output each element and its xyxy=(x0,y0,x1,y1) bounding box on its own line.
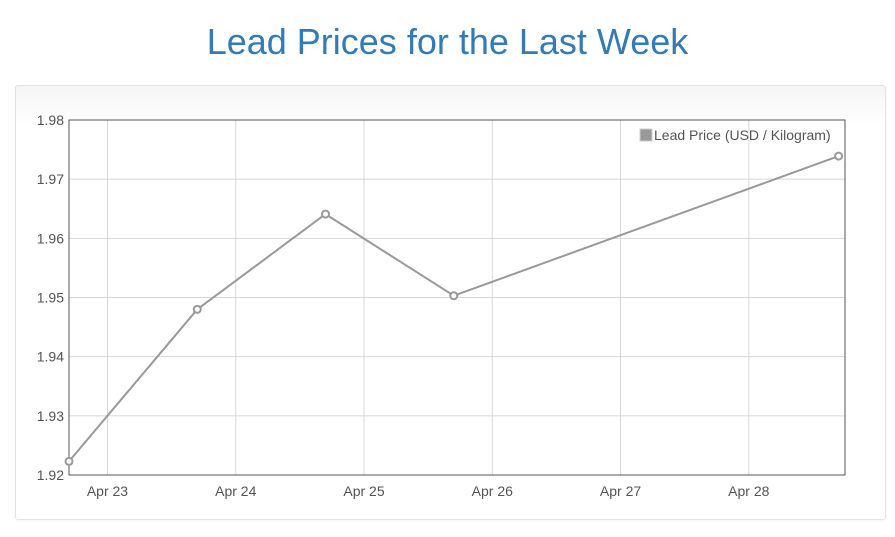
y-tick-label: 1.95 xyxy=(37,290,64,306)
x-tick-label: Apr 26 xyxy=(472,483,513,499)
x-axis-tick-labels: Apr 23 Apr 24 Apr 25 Apr 26 Apr 27 Apr 28 xyxy=(87,483,770,499)
plot-frame xyxy=(68,119,846,476)
series-layer xyxy=(64,151,844,466)
y-tick-label: 1.96 xyxy=(37,230,64,246)
y-tick-label: 1.97 xyxy=(37,171,64,187)
x-tick-label: Apr 27 xyxy=(600,483,641,499)
legend-swatch xyxy=(639,128,653,142)
data-point xyxy=(64,456,74,466)
data-point xyxy=(449,291,459,301)
x-tick-label: Apr 24 xyxy=(215,483,256,499)
y-axis-tick-labels: 1.92 1.93 1.94 1.95 1.96 1.97 1.98 xyxy=(37,112,64,483)
legend-label: Lead Price (USD / Kilogram) xyxy=(654,127,831,143)
data-point xyxy=(834,151,844,161)
chart-panel xyxy=(15,85,886,520)
x-tick-label: Apr 23 xyxy=(87,483,128,499)
x-tick-label: Apr 28 xyxy=(728,483,769,499)
y-tick-label: 1.94 xyxy=(37,349,64,365)
data-point xyxy=(321,209,331,219)
x-tick-label: Apr 25 xyxy=(343,483,384,499)
y-tick-label: 1.92 xyxy=(37,467,64,483)
data-point xyxy=(192,304,202,314)
y-tick-label: 1.98 xyxy=(37,112,64,128)
page-title: Lead Prices for the Last Week xyxy=(206,21,689,62)
legend: Lead Price (USD / Kilogram) xyxy=(639,127,831,143)
y-tick-label: 1.93 xyxy=(37,408,64,424)
